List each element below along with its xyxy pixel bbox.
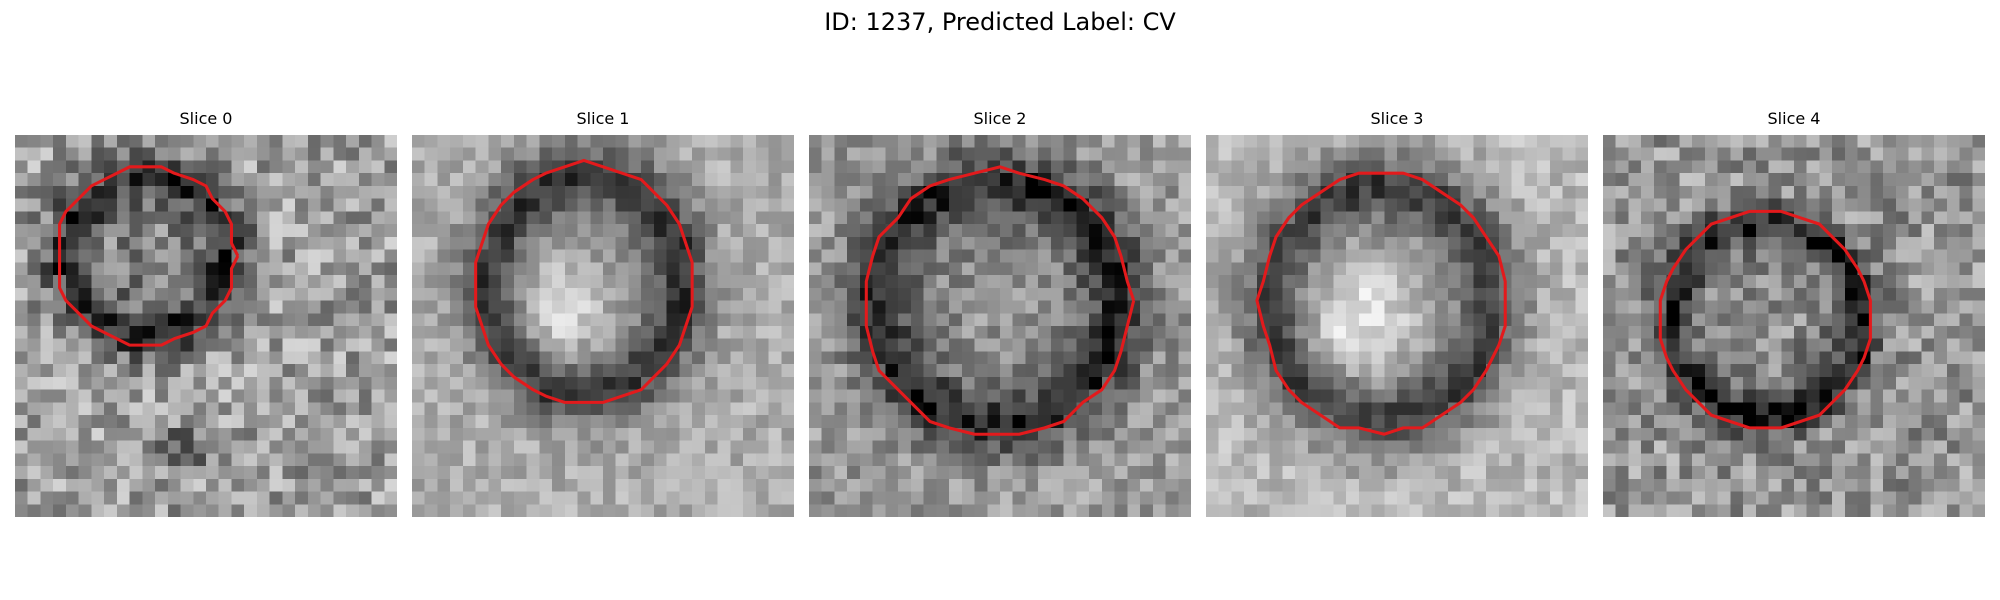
slice-panel-0: Slice 0 bbox=[15, 108, 397, 517]
slice-image-4 bbox=[1603, 135, 1985, 517]
slice-title-3: Slice 3 bbox=[1206, 108, 1588, 130]
slice-title-4: Slice 4 bbox=[1603, 108, 1985, 130]
slice-panel-1: Slice 1 bbox=[412, 108, 794, 517]
slice-image-3 bbox=[1206, 135, 1588, 517]
slice-image-2 bbox=[809, 135, 1191, 517]
slice-image-0 bbox=[15, 135, 397, 517]
slice-title-2: Slice 2 bbox=[809, 108, 1191, 130]
slice-image-1 bbox=[412, 135, 794, 517]
slice-panel-4: Slice 4 bbox=[1603, 108, 1985, 517]
slice-title-1: Slice 1 bbox=[412, 108, 794, 130]
slice-title-0: Slice 0 bbox=[15, 108, 397, 130]
figure-title: ID: 1237, Predicted Label: CV bbox=[0, 8, 2000, 36]
slice-panel-2: Slice 2 bbox=[809, 108, 1191, 517]
slice-panel-3: Slice 3 bbox=[1206, 108, 1588, 517]
